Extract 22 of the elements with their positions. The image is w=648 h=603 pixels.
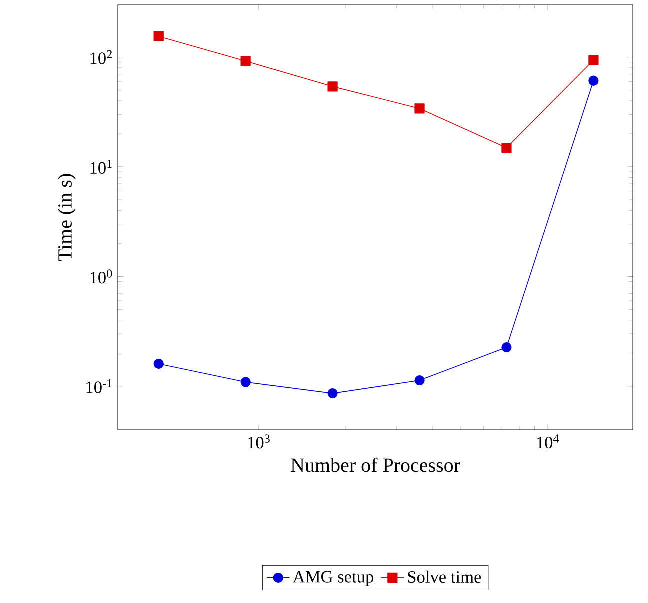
point: [414, 104, 425, 114]
point: [502, 342, 512, 353]
point: [414, 375, 425, 386]
point: [154, 358, 164, 370]
point: [328, 82, 338, 92]
point: [240, 56, 251, 66]
point: [588, 76, 599, 86]
y-tick-label: 10$^{-1}$: [86, 379, 112, 394]
y-tick-label: 10$^{0}$: [90, 270, 112, 284]
point: [240, 377, 251, 388]
x-tick-label: 10$^{4}$: [537, 434, 560, 449]
point: [588, 55, 599, 66]
y-axis-title: Time (in s): [58, 174, 76, 262]
y-tick-label: 10$^{1}$: [90, 160, 112, 174]
x-tick-label: 10$^{3}$: [248, 434, 270, 449]
point: [502, 142, 512, 154]
point: [328, 388, 338, 399]
legend-label: AMG setup: [293, 571, 374, 586]
legend-label: Solve time: [408, 570, 482, 584]
y-tick-label: 10$^{2}$: [90, 50, 112, 64]
x-axis-title: Number of Processor: [291, 458, 460, 472]
point: [154, 31, 164, 42]
